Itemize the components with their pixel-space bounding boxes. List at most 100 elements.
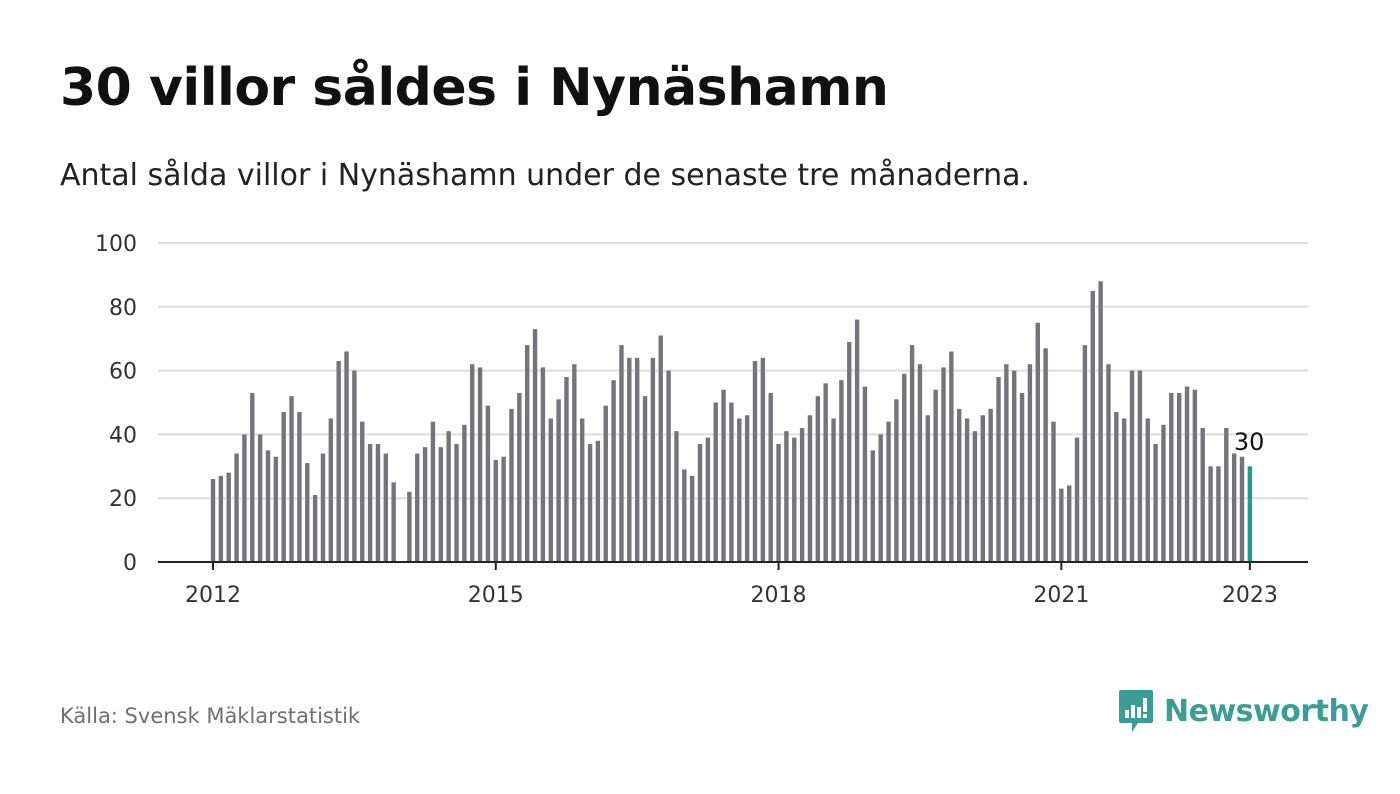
bar [784, 431, 789, 562]
bar [839, 380, 844, 562]
bar [964, 418, 970, 562]
bar [1208, 466, 1213, 562]
bar [1231, 453, 1237, 562]
bar [1051, 421, 1056, 562]
bar [682, 469, 687, 562]
bar [634, 357, 640, 562]
bar [972, 431, 978, 562]
bar [454, 443, 459, 562]
bar [957, 408, 962, 562]
bars [210, 281, 1253, 562]
bar [1200, 428, 1205, 562]
bar [878, 434, 883, 562]
bar [980, 415, 985, 562]
bar [902, 373, 907, 562]
bar [1098, 281, 1103, 562]
bar [532, 329, 538, 562]
bar [210, 479, 216, 562]
x-tick-label: 2021 [1033, 583, 1089, 608]
bar [509, 408, 514, 562]
bar [352, 370, 357, 562]
bar [234, 453, 239, 562]
bar [642, 396, 648, 562]
y-tick-label: 100 [95, 232, 137, 257]
bar [862, 386, 868, 562]
bar [697, 443, 703, 562]
bar [933, 389, 938, 562]
bar [1224, 428, 1229, 562]
bar [650, 357, 656, 562]
bar [1106, 364, 1111, 562]
y-tick-label: 20 [109, 487, 137, 512]
bar [1082, 345, 1088, 562]
x-tick-label: 2023 [1222, 583, 1278, 608]
bar [1169, 392, 1174, 562]
bar [611, 380, 616, 562]
bar [1184, 386, 1190, 562]
bar [627, 357, 632, 562]
bar [430, 421, 436, 562]
bar [752, 361, 758, 562]
bar [1059, 488, 1064, 562]
bar [1247, 466, 1253, 562]
bar [1145, 418, 1150, 562]
bar [729, 402, 734, 562]
bar [941, 367, 946, 562]
chart-title: 30 villor såldes i Nynäshamn [60, 58, 889, 118]
bar [375, 443, 381, 562]
bar [391, 482, 396, 562]
bar [1004, 364, 1009, 562]
bar [579, 418, 585, 562]
bar [1121, 418, 1127, 562]
bar [603, 405, 608, 562]
bar [949, 351, 954, 562]
bar [572, 364, 577, 562]
bar [485, 405, 491, 562]
bar [1137, 370, 1143, 562]
bar [360, 421, 365, 562]
bar [595, 440, 601, 562]
bar [996, 376, 1001, 562]
bar [587, 443, 593, 562]
x-tick-label: 2012 [185, 583, 241, 608]
bar [1161, 424, 1166, 562]
bar [815, 396, 821, 562]
bar [847, 341, 852, 562]
bar [383, 453, 389, 562]
bar [257, 434, 263, 562]
bar [226, 472, 231, 562]
newsworthy-logo-icon [1119, 690, 1153, 732]
bar [792, 437, 797, 562]
y-tick-label: 80 [109, 296, 137, 321]
bar [289, 396, 294, 562]
bar [336, 361, 341, 562]
bar [446, 431, 451, 562]
y-axis-ticks: 0 20 40 60 80 100 [95, 232, 137, 576]
bar [1074, 437, 1080, 562]
bar [415, 453, 420, 562]
bar [305, 463, 310, 562]
y-tick-label: 0 [123, 551, 137, 576]
source-note: Källa: Svensk Mäklarstatistik [60, 704, 361, 728]
bar [658, 335, 663, 562]
x-tick-label: 2015 [468, 583, 524, 608]
bar [1035, 322, 1040, 562]
bar [517, 392, 522, 562]
bar [438, 447, 443, 562]
bar [540, 367, 546, 562]
y-tick-label: 40 [109, 423, 137, 448]
bar [1027, 364, 1033, 562]
chart-subtitle: Antal sålda villor i Nynäshamn under de … [60, 158, 1031, 193]
bar [1192, 389, 1198, 562]
bar [320, 453, 326, 562]
bar [242, 434, 247, 562]
bar [1216, 466, 1221, 562]
bar [501, 456, 506, 562]
bar [909, 345, 915, 562]
bar [917, 364, 923, 562]
bar [367, 443, 373, 562]
bar [870, 450, 876, 562]
bar [768, 392, 773, 562]
bar [281, 412, 286, 562]
bar [493, 459, 498, 562]
